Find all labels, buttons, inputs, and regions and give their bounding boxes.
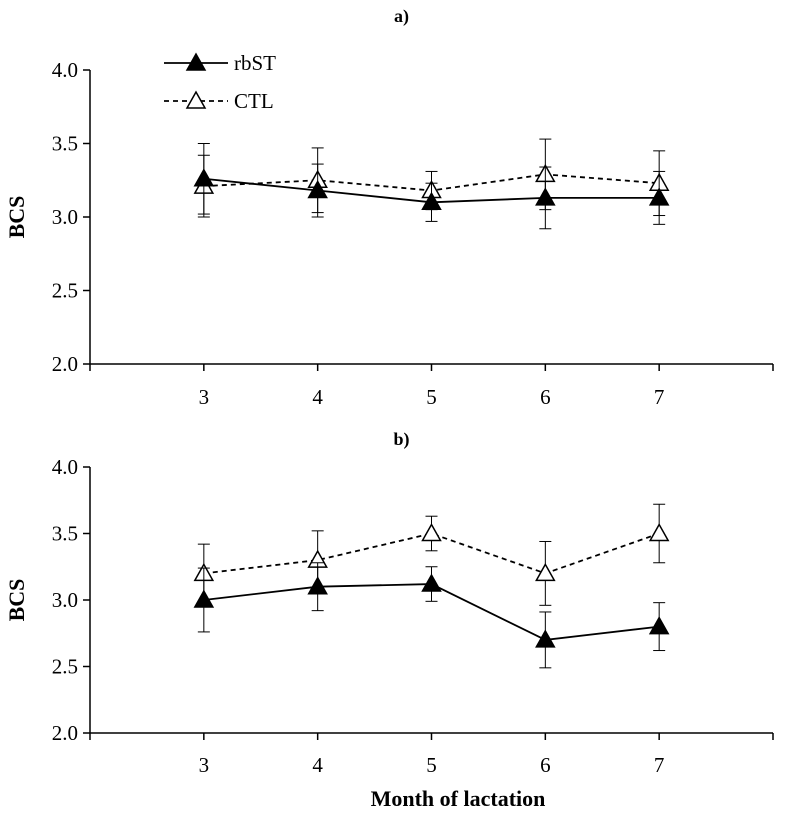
data-point-rbst xyxy=(307,576,328,595)
y-tick-label: 4.0 xyxy=(52,58,78,82)
panel-a: a) 2.0 2.5 3.0 3.5 4.0 3 4 5 6 7 BCS rbST CTL xyxy=(4,6,774,409)
panel-title: a) xyxy=(394,6,409,27)
x-axis-label: Month of lactation xyxy=(371,786,546,811)
y-tick-label: 3.5 xyxy=(52,132,78,156)
x-tick-label: 5 xyxy=(426,385,437,409)
y-tick-label: 3.0 xyxy=(52,205,78,229)
legend-marker-rbst xyxy=(185,52,207,71)
data-point-ctl xyxy=(535,562,556,582)
data-point-rbst xyxy=(535,629,556,648)
data-point-rbst xyxy=(193,589,215,608)
data-point-rbst xyxy=(648,616,670,635)
x-tick-label: 5 xyxy=(426,753,437,777)
x-tick-label: 7 xyxy=(654,385,665,409)
data-point-rbst xyxy=(535,187,556,206)
x-tick-label: 7 xyxy=(654,753,665,777)
y-tick-label: 3.0 xyxy=(52,588,78,612)
x-tick-label: 3 xyxy=(199,385,210,409)
legend-label-rbst: rbST xyxy=(234,51,276,75)
data-point-rbst xyxy=(307,180,328,199)
x-tick-label: 4 xyxy=(312,385,323,409)
x-tick-label: 6 xyxy=(540,385,551,409)
y-axis-label: BCS xyxy=(4,579,29,622)
panel-title: b) xyxy=(393,429,409,450)
x-tick-label: 3 xyxy=(199,753,210,777)
y-tick-label: 2.5 xyxy=(52,655,78,679)
x-tick-label: 6 xyxy=(540,753,551,777)
y-tick-label: 2.0 xyxy=(52,721,78,745)
data-point-ctl xyxy=(648,522,670,542)
data-point-rbst xyxy=(421,191,442,211)
y-tick-label: 4.0 xyxy=(52,455,78,479)
x-tick-label: 4 xyxy=(312,753,323,777)
series-line-ctl xyxy=(203,532,660,575)
legend-label-ctl: CTL xyxy=(234,89,274,113)
data-point-rbst xyxy=(421,573,442,592)
y-tick-label: 2.5 xyxy=(52,279,78,303)
legend-marker-ctl xyxy=(185,90,207,109)
data-point-ctl xyxy=(421,522,442,542)
data-point-rbst xyxy=(193,168,215,187)
panel-b: b) 2.0 2.5 3.0 3.5 4.0 3 4 5 6 7 BCS Month of lactat… xyxy=(4,429,774,811)
y-tick-label: 3.5 xyxy=(52,522,78,546)
y-tick-label: 2.0 xyxy=(52,352,78,376)
data-point-rbst xyxy=(648,187,670,206)
y-axis-label: BCS xyxy=(4,196,29,239)
